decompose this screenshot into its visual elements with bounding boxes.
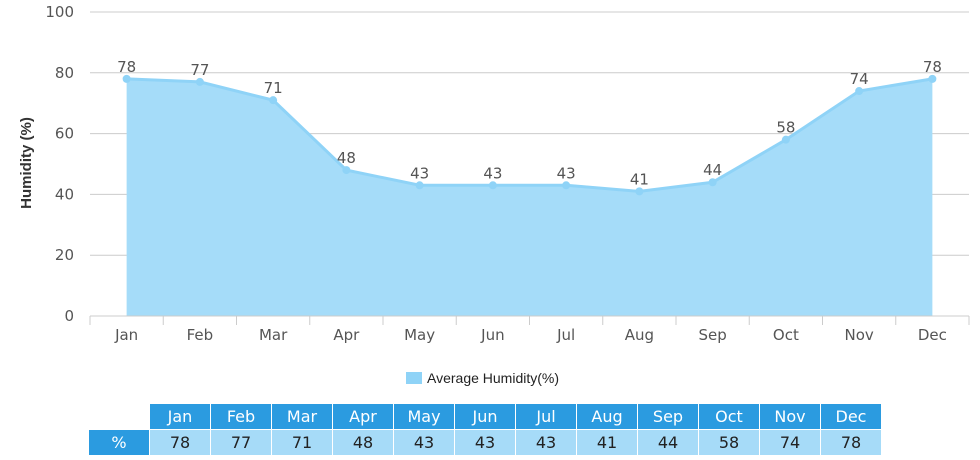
data-point[interactable]	[708, 178, 717, 187]
data-label: 78	[117, 58, 136, 76]
data-point[interactable]	[342, 166, 351, 175]
table-value-cell: 43	[455, 430, 515, 455]
legend-swatch	[406, 372, 422, 384]
table-unit-label: %	[89, 430, 149, 455]
table-value-cell: 78	[821, 430, 881, 455]
data-points: 78 77 71 48 43 43 43 41 44 58 74 78	[117, 58, 942, 196]
table-month-cell: May	[394, 404, 454, 429]
data-point[interactable]	[415, 181, 424, 190]
table-month-cell: Aug	[577, 404, 637, 429]
x-tick-label: Feb	[187, 326, 214, 344]
x-tick-label: Jul	[556, 326, 575, 344]
data-label: 43	[483, 164, 502, 182]
y-tick-label: 0	[64, 307, 74, 325]
x-tick-label: Jan	[114, 326, 138, 344]
y-tick-label: 20	[55, 246, 74, 264]
area-series	[126, 77, 933, 316]
x-tick-label: Dec	[918, 326, 947, 344]
table-month-cell: Jan	[150, 404, 210, 429]
data-table: Jan Feb Mar Apr May Jun Jul Aug Sep Oct Nov Dec % 7…	[88, 403, 882, 456]
data-label: 74	[850, 70, 869, 88]
table-month-cell: Jul	[516, 404, 576, 429]
x-tick-label: Jun	[480, 326, 504, 344]
table-header-row: Jan Feb Mar Apr May Jun Jul Aug Sep Oct Nov Dec	[89, 404, 881, 429]
data-label: 44	[703, 161, 722, 179]
table-value-cell: 44	[638, 430, 698, 455]
table-month-cell: Sep	[638, 404, 698, 429]
data-point[interactable]	[928, 74, 937, 83]
y-tick-label: 100	[45, 3, 74, 21]
y-tick-label: 40	[55, 185, 74, 203]
table-value-cell: 43	[394, 430, 454, 455]
table-value-cell: 74	[760, 430, 820, 455]
area-fill	[126, 78, 933, 316]
table-month-cell: Jun	[455, 404, 515, 429]
x-tick-label: Sep	[698, 326, 726, 344]
data-label: 58	[776, 119, 795, 137]
x-tick-label: Aug	[625, 326, 654, 344]
x-tick-label: Mar	[259, 326, 288, 344]
data-point[interactable]	[122, 74, 131, 83]
table-value-row: % 78 77 71 48 43 43 43 41 44 58 74 78	[89, 430, 881, 455]
x-tick-label: Apr	[333, 326, 360, 344]
table-month-cell: Oct	[699, 404, 759, 429]
legend[interactable]: Average Humidity(%)	[406, 370, 559, 386]
table-value-cell: 78	[150, 430, 210, 455]
data-point[interactable]	[562, 181, 571, 190]
y-axis-title: Humidity (%)	[18, 117, 35, 209]
data-label: 71	[264, 79, 283, 97]
table-month-cell: Nov	[760, 404, 820, 429]
data-label: 48	[337, 149, 356, 167]
data-point[interactable]	[269, 96, 278, 105]
x-tick-label: Nov	[844, 326, 873, 344]
x-tick-label: Oct	[773, 326, 799, 344]
table-month-cell: Feb	[211, 404, 271, 429]
table-month-cell: Dec	[821, 404, 881, 429]
table-value-cell: 48	[333, 430, 393, 455]
data-label: 43	[557, 164, 576, 182]
humidity-area-chart: 0 20 40 60 80 100 78 77 71 48 43 43 43 41 44 58 74 78 Ja…	[18, 3, 970, 344]
table-month-cell: Mar	[272, 404, 332, 429]
table-month-cell: Apr	[333, 404, 393, 429]
data-label: 77	[190, 61, 209, 79]
table-value-cell: 41	[577, 430, 637, 455]
data-point[interactable]	[781, 135, 790, 144]
data-point[interactable]	[488, 181, 497, 190]
x-axis: Jan Feb Mar Apr May Jun Jul Aug Sep Oct Nov Dec	[89, 315, 970, 344]
y-axis-ticks: 0 20 40 60 80 100	[45, 3, 74, 325]
series-line	[126, 77, 933, 193]
y-tick-label: 60	[55, 125, 74, 143]
data-label: 41	[630, 170, 649, 188]
data-label: 78	[923, 58, 942, 76]
table-value-cell: 77	[211, 430, 271, 455]
data-point[interactable]	[635, 187, 644, 196]
data-label: 43	[410, 164, 429, 182]
x-tick-label: May	[404, 326, 435, 344]
y-tick-label: 80	[55, 64, 74, 82]
data-point[interactable]	[855, 87, 864, 96]
table-value-cell: 71	[272, 430, 332, 455]
data-point[interactable]	[195, 77, 204, 86]
table-value-cell: 58	[699, 430, 759, 455]
legend-label: Average Humidity(%)	[427, 370, 560, 386]
table-value-cell: 43	[516, 430, 576, 455]
table-corner	[89, 404, 149, 429]
